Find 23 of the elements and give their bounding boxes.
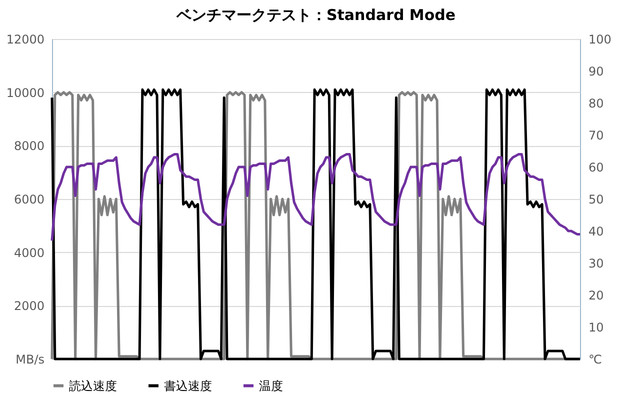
line-series [50, 152, 582, 242]
y2-tick-label: 20 [588, 288, 604, 302]
y2-tick-label: 60 [588, 160, 604, 174]
y2-tick-label: 30 [588, 256, 604, 270]
y-tick-label: 4000 [14, 246, 44, 260]
y-tick-label: 8000 [14, 139, 44, 154]
y2-tick-label: 100 [588, 32, 612, 46]
legend-label: 読込速度 [69, 378, 117, 393]
y2-tick-label: 80 [588, 96, 604, 110]
y-tick-label: 6000 [14, 192, 44, 206]
y-tick-label: 10000 [6, 86, 44, 100]
y-tick-label: 12000 [6, 32, 44, 46]
y2-tick-label: 70 [588, 128, 604, 142]
y-tick-label: MB/s [16, 352, 44, 366]
y-tick-label: 2000 [14, 299, 44, 314]
chart-title: ベンチマークテスト：Standard Mode [175, 6, 456, 24]
y2-tick-label: 10 [588, 320, 604, 334]
y2-tick-label: 40 [588, 224, 604, 238]
y2-tick-label: 90 [588, 64, 604, 78]
y2-tick-label: 50 [588, 192, 604, 206]
y2-tick-label: ℃ [588, 352, 602, 366]
legend-label: 温度 [259, 378, 283, 393]
legend-label: 書込速度 [164, 378, 212, 393]
